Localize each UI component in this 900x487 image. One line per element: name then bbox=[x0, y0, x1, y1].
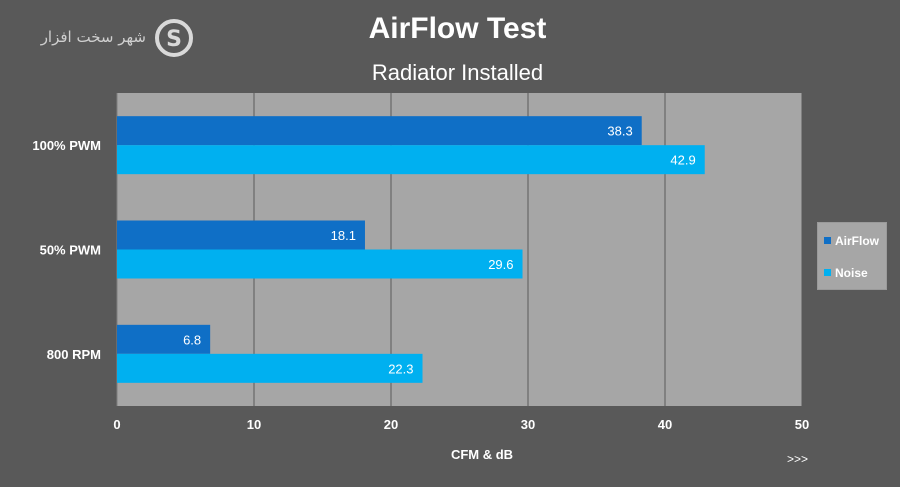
bar-noise-800-rpm bbox=[117, 353, 423, 383]
x-tick-label: 0 bbox=[113, 417, 120, 432]
logo-letter: S bbox=[166, 27, 182, 52]
chart-subtitle: Radiator Installed bbox=[371, 60, 544, 85]
legend-swatch-noise bbox=[824, 269, 831, 277]
category-label-800-rpm: 800 RPM bbox=[47, 347, 101, 362]
data-label-airflow-100-pwm: 38.3 bbox=[607, 124, 632, 139]
site-logo: شهر سخت افزار S bbox=[16, 14, 196, 62]
category-label-50-pwm: 50% PWM bbox=[40, 243, 101, 258]
x-axis-label: CFM & dB bbox=[451, 447, 513, 462]
bar-noise-50-pwm bbox=[117, 249, 523, 279]
x-tick-label: 40 bbox=[658, 417, 672, 432]
chart-legend: AirFlow Noise bbox=[817, 222, 887, 290]
logo-s-icon: S bbox=[155, 19, 193, 57]
x-tick-label: 20 bbox=[384, 417, 398, 432]
legend-swatch-airflow bbox=[824, 237, 831, 245]
data-label-noise-800-rpm: 22.3 bbox=[388, 361, 413, 376]
data-label-noise-100-pwm: 42.9 bbox=[670, 153, 695, 168]
x-tick-label: 30 bbox=[521, 417, 535, 432]
legend-item-noise: Noise bbox=[824, 266, 868, 280]
legend-label-noise: Noise bbox=[835, 266, 868, 280]
x-tick-label: 50 bbox=[795, 417, 809, 432]
chart-title: AirFlow Test bbox=[368, 12, 547, 45]
legend-label-airflow: AirFlow bbox=[835, 234, 879, 248]
data-label-noise-50-pwm: 29.6 bbox=[488, 257, 513, 272]
bar-airflow-800-rpm bbox=[117, 324, 211, 354]
data-label-airflow-50-pwm: 18.1 bbox=[331, 228, 356, 243]
legend-item-airflow: AirFlow bbox=[824, 234, 879, 248]
bar-noise-100-pwm bbox=[117, 145, 705, 175]
data-label-airflow-800-rpm: 6.8 bbox=[183, 332, 201, 347]
bar-airflow-50-pwm bbox=[117, 220, 365, 250]
logo-text: شهر سخت افزار bbox=[40, 28, 146, 46]
more-link[interactable]: >>> bbox=[787, 452, 809, 466]
x-tick-label: 10 bbox=[247, 417, 261, 432]
bar-airflow-100-pwm bbox=[117, 116, 642, 146]
category-label-100-pwm: 100% PWM bbox=[32, 138, 101, 153]
